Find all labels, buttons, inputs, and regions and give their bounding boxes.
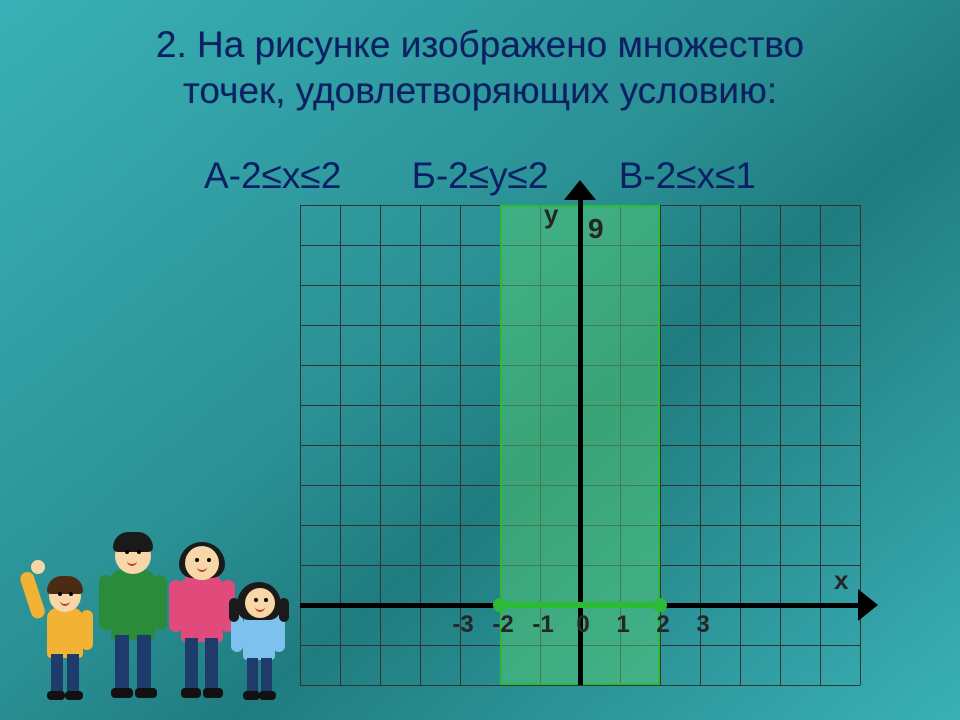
x-tick-label: -1 xyxy=(528,611,558,639)
character-girl xyxy=(225,570,295,700)
question-title: 2. На рисунке изображено множество точек… xyxy=(0,22,960,115)
character-boy xyxy=(25,560,105,700)
cartoon-family xyxy=(25,440,285,700)
character-dad xyxy=(93,520,173,700)
x-tick-label: -2 xyxy=(488,611,518,639)
interval-endpoint-left xyxy=(493,598,507,612)
x-tick-label: 3 xyxy=(688,611,718,639)
x-tick-label: 1 xyxy=(608,611,638,639)
option-c: В-2≤х≤1 xyxy=(619,155,756,197)
grid-col-line xyxy=(820,205,821,685)
interval-endpoint-right xyxy=(653,598,667,612)
grid-col-line xyxy=(780,205,781,685)
x-tick-label: 0 xyxy=(568,611,598,639)
grid-col-line xyxy=(340,205,341,685)
x-tick-label: 2 xyxy=(648,611,678,639)
slide: 2. На рисунке изображено множество точек… xyxy=(0,0,960,720)
grid-col-line xyxy=(740,205,741,685)
grid-row-line xyxy=(300,685,860,686)
options-row: А-2≤х≤2 Б-2≤у≤2 В-2≤х≤1 xyxy=(0,155,960,197)
option-b: Б-2≤у≤2 xyxy=(412,155,549,197)
coordinate-grid: -3-2-10123ху9 xyxy=(300,205,860,685)
title-line1: 2. На рисунке изображено множество xyxy=(156,24,804,65)
x-axis-label: х xyxy=(834,565,848,596)
option-a: А-2≤х≤2 xyxy=(204,155,341,197)
grid-col-line xyxy=(380,205,381,685)
title-line2: точек, удовлетворяющих условию: xyxy=(183,70,777,111)
y-axis-arrowhead-icon xyxy=(564,180,596,200)
x-tick-label: -3 xyxy=(448,611,478,639)
grid-col-line xyxy=(300,205,301,685)
x-axis-arrowhead-icon xyxy=(858,589,878,621)
highlighted-interval xyxy=(500,602,660,608)
grid-col-line xyxy=(420,205,421,685)
y-top-value-label: 9 xyxy=(588,213,604,245)
y-axis-label: у xyxy=(544,199,558,230)
